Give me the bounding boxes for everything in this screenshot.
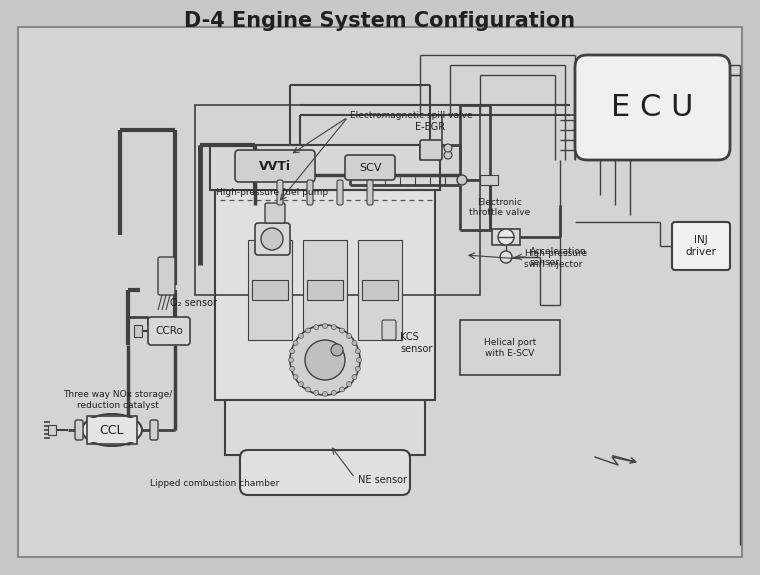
Circle shape <box>352 340 357 346</box>
Bar <box>195 105 480 295</box>
Bar <box>358 240 402 340</box>
Circle shape <box>347 382 352 386</box>
FancyBboxPatch shape <box>158 257 175 295</box>
Bar <box>87 416 137 444</box>
FancyBboxPatch shape <box>150 420 158 440</box>
Circle shape <box>356 358 362 362</box>
Text: VVTi: VVTi <box>259 159 291 172</box>
Text: CCL: CCL <box>100 424 124 436</box>
Circle shape <box>306 328 311 333</box>
Circle shape <box>444 151 452 159</box>
Text: E-EGR: E-EGR <box>415 122 445 132</box>
Text: Electromagnetic spill valve: Electromagnetic spill valve <box>350 110 473 120</box>
Circle shape <box>305 340 345 380</box>
Text: High-pressure fuel pump: High-pressure fuel pump <box>216 188 328 197</box>
Bar <box>210 145 440 190</box>
FancyBboxPatch shape <box>382 320 396 340</box>
Text: O₂ sensor: O₂ sensor <box>170 298 217 308</box>
Text: Lipped combustion chamber: Lipped combustion chamber <box>150 478 280 488</box>
FancyBboxPatch shape <box>235 150 315 182</box>
FancyBboxPatch shape <box>575 55 730 160</box>
Bar <box>225 400 425 455</box>
FancyBboxPatch shape <box>265 203 285 223</box>
Bar <box>460 320 560 375</box>
Ellipse shape <box>82 414 142 446</box>
FancyBboxPatch shape <box>420 140 442 160</box>
Circle shape <box>500 251 512 263</box>
Circle shape <box>347 334 352 339</box>
Circle shape <box>356 348 360 354</box>
FancyBboxPatch shape <box>240 450 410 495</box>
Text: Three way NOx storage/
reduction catalyst: Three way NOx storage/ reduction catalys… <box>63 390 173 410</box>
FancyBboxPatch shape <box>255 223 290 255</box>
Circle shape <box>314 390 318 396</box>
Circle shape <box>322 392 328 397</box>
FancyBboxPatch shape <box>307 180 313 205</box>
FancyBboxPatch shape <box>277 180 283 205</box>
Bar <box>248 240 292 340</box>
Circle shape <box>290 366 295 371</box>
Circle shape <box>261 228 283 250</box>
Circle shape <box>290 325 360 395</box>
FancyBboxPatch shape <box>672 222 730 270</box>
Circle shape <box>322 324 328 328</box>
FancyBboxPatch shape <box>337 180 343 205</box>
Circle shape <box>331 325 336 329</box>
Circle shape <box>498 229 514 245</box>
Text: SCV: SCV <box>359 163 382 173</box>
Circle shape <box>299 382 303 386</box>
Circle shape <box>293 340 298 346</box>
Circle shape <box>289 358 293 362</box>
Text: D-4 Engine System Configuration: D-4 Engine System Configuration <box>185 11 575 31</box>
Bar <box>303 240 347 340</box>
Text: Acceleration
sensor: Acceleration sensor <box>530 247 587 267</box>
Circle shape <box>340 328 344 333</box>
Text: CCRo: CCRo <box>155 326 183 336</box>
Circle shape <box>457 175 467 185</box>
Bar <box>362 280 398 300</box>
Circle shape <box>306 387 311 392</box>
Bar <box>87 418 137 442</box>
FancyBboxPatch shape <box>367 180 373 205</box>
Circle shape <box>356 366 360 371</box>
Text: E C U: E C U <box>611 93 694 122</box>
Bar <box>480 175 498 185</box>
Bar <box>252 280 288 300</box>
Circle shape <box>340 387 344 392</box>
Text: KCS
sensor: KCS sensor <box>400 332 432 354</box>
Bar <box>492 229 520 245</box>
Bar <box>48 425 56 435</box>
Text: Helical port
with E-SCV: Helical port with E-SCV <box>484 338 536 358</box>
Text: NE sensor: NE sensor <box>358 475 407 485</box>
Circle shape <box>331 344 343 356</box>
FancyBboxPatch shape <box>148 317 190 345</box>
Text: INJ
driver: INJ driver <box>686 235 717 257</box>
FancyBboxPatch shape <box>75 420 83 440</box>
Circle shape <box>352 374 357 380</box>
Text: High-pressure
swirl injector: High-pressure swirl injector <box>524 250 587 269</box>
Circle shape <box>293 374 298 380</box>
Circle shape <box>331 390 336 396</box>
Circle shape <box>299 334 303 339</box>
Bar <box>134 325 142 337</box>
FancyBboxPatch shape <box>345 155 395 180</box>
Bar <box>215 190 435 400</box>
Text: Electronic
throttle valve: Electronic throttle valve <box>470 198 530 217</box>
Circle shape <box>444 144 452 152</box>
Circle shape <box>314 325 318 329</box>
Bar <box>307 280 343 300</box>
Circle shape <box>290 348 295 354</box>
